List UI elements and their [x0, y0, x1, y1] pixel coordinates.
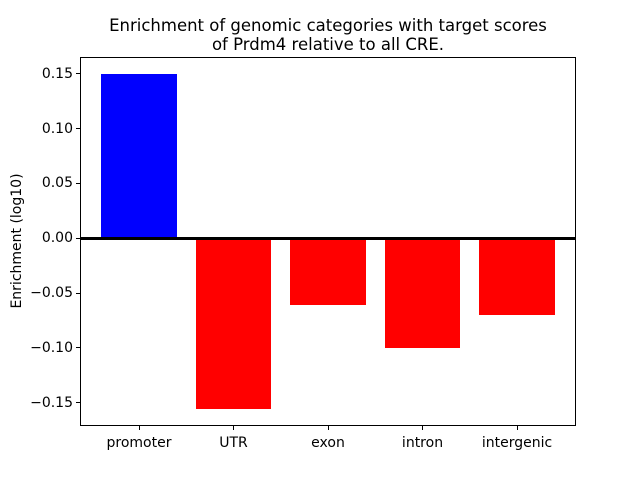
bar-intron: [384, 238, 461, 348]
bar-UTR: [195, 238, 272, 410]
zero-line: [80, 236, 576, 240]
y-tick-mark: [76, 182, 80, 184]
y-tick-label: −0.05: [30, 285, 73, 301]
chart-title-line-2: of Prdm4 relative to all CRE.: [211, 35, 445, 54]
y-tick-label: 0.10: [41, 120, 73, 137]
x-tick-label-UTR: UTR: [219, 435, 248, 451]
y-tick-label: −0.10: [30, 339, 73, 356]
x-tick-label-intergenic: intergenic: [481, 435, 553, 451]
x-tick-mark: [516, 426, 518, 430]
x-tick-mark: [233, 426, 234, 430]
y-tick-label: −0.15: [30, 394, 73, 411]
y-tick-mark: [76, 73, 80, 75]
y-tick-label: 0.15: [41, 65, 73, 82]
x-tick-label-exon: exon: [311, 435, 345, 451]
bar-exon: [290, 238, 366, 306]
x-tick-mark: [327, 426, 329, 430]
x-tick-label-promoter: promoter: [106, 435, 172, 451]
plot-area: [80, 57, 576, 426]
x-tick-mark: [422, 426, 423, 430]
chart-title-line-1: Enrichment of genomic categories with ta…: [109, 16, 547, 35]
bar-promoter: [101, 73, 177, 239]
chart-title: Enrichment of genomic categories with ta…: [80, 16, 576, 54]
y-tick-mark: [76, 292, 80, 294]
y-tick-mark: [76, 128, 80, 130]
x-tick-label-intron: intron: [401, 435, 444, 451]
y-tick-label: 0.00: [41, 230, 73, 247]
bar-intergenic: [479, 238, 555, 315]
y-tick-label: 0.05: [41, 175, 73, 192]
y-tick-mark: [76, 402, 80, 404]
y-tick-mark: [76, 237, 80, 239]
y-axis-label: Enrichment (log10): [9, 173, 25, 309]
x-tick-mark: [138, 426, 140, 430]
y-tick-mark: [76, 347, 80, 349]
